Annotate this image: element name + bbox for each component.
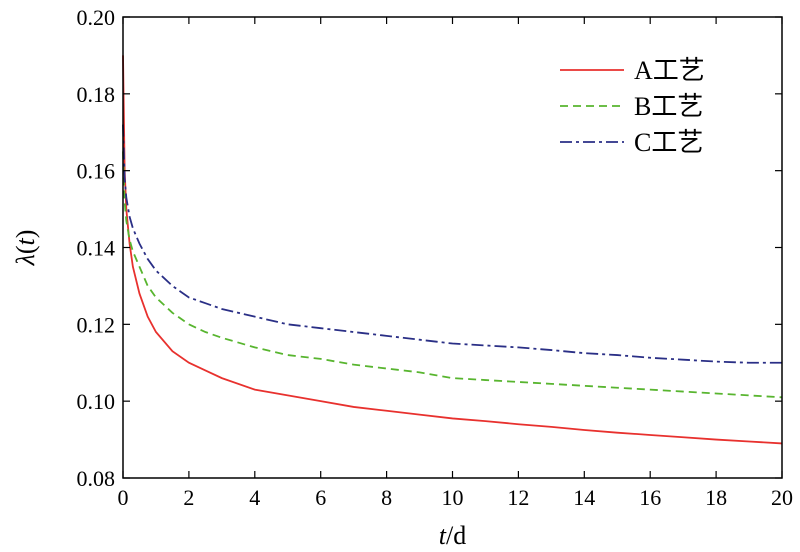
plot-lines xyxy=(122,55,783,445)
x-axis-title: t/d xyxy=(439,521,466,550)
legend-label-2: C工艺 xyxy=(634,128,703,157)
y-axis-title: λ(t) xyxy=(11,230,40,267)
y-tick-label: 0.12 xyxy=(77,312,116,337)
x-tick-label: 16 xyxy=(639,485,661,510)
y-tick-label: 0.18 xyxy=(77,82,116,107)
y-tick-label: 0.08 xyxy=(77,466,116,491)
legend: A工艺 B工艺 C工艺 xyxy=(560,56,705,157)
x-tick-label: 20 xyxy=(771,485,793,510)
legend-label-0: A工艺 xyxy=(634,56,705,85)
x-tick-label: 12 xyxy=(507,485,529,510)
plot-frame xyxy=(122,16,783,479)
x-tick-label: 6 xyxy=(315,485,326,510)
x-tick-label: 8 xyxy=(381,485,392,510)
series-line-0 xyxy=(122,55,783,445)
y-tick-label: 0.14 xyxy=(77,236,116,261)
x-axis-ticks: 0 2 4 6 8 10 12 14 16 18 20 xyxy=(118,17,793,510)
y-axis-ticks: 0.08 0.10 0.12 0.14 0.16 0.18 0.20 xyxy=(77,5,782,491)
series-line-1 xyxy=(122,151,783,399)
y-tick-label: 0.20 xyxy=(77,5,116,30)
x-tick-label: 2 xyxy=(183,485,194,510)
x-tick-label: 10 xyxy=(442,485,464,510)
x-tick-label: 0 xyxy=(118,485,129,510)
x-axis-label: t/d xyxy=(439,521,466,550)
legend-label-1: B工艺 xyxy=(634,92,703,121)
x-tick-label: 4 xyxy=(249,485,260,510)
y-tick-label: 0.16 xyxy=(77,159,116,184)
y-axis-label: λ(t) xyxy=(11,230,40,267)
x-tick-label: 14 xyxy=(573,485,595,510)
x-tick-label: 18 xyxy=(705,485,727,510)
series-line-2 xyxy=(122,124,782,364)
y-tick-label: 0.10 xyxy=(77,389,116,414)
